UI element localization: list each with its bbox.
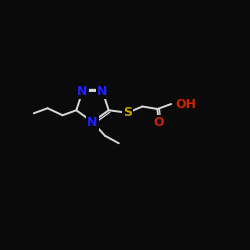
Text: N: N — [97, 85, 108, 98]
Text: S: S — [123, 106, 132, 119]
Text: OH: OH — [175, 98, 196, 110]
Text: N: N — [77, 85, 88, 98]
Text: N: N — [87, 116, 98, 128]
Text: O: O — [153, 116, 164, 129]
